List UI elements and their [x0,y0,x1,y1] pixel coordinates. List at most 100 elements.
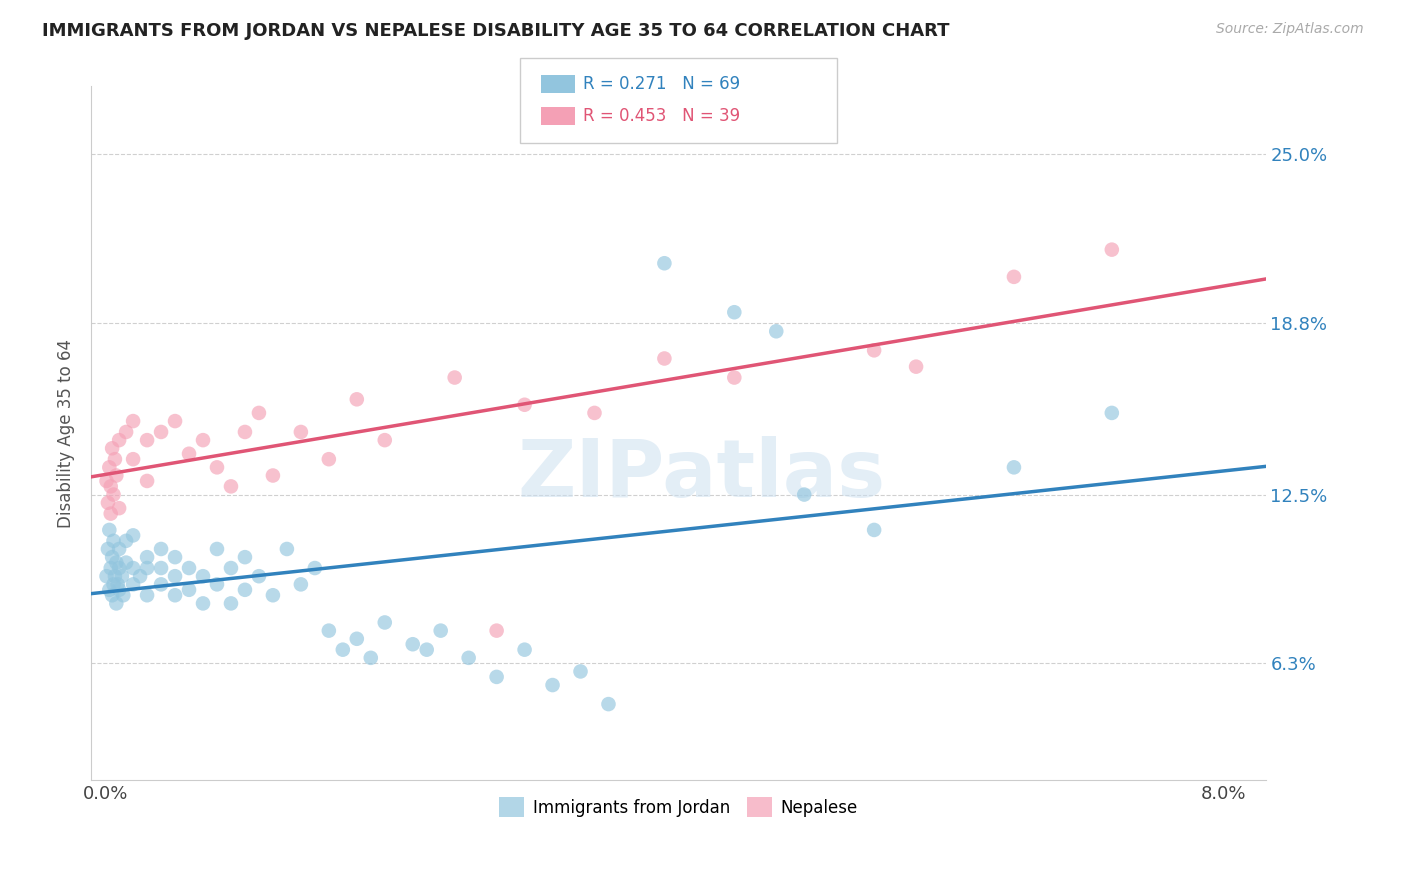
Point [101,442,124,456]
Point [233,582,256,597]
Point [100,479,122,493]
Point [108,561,131,575]
Point [429,624,451,638]
Text: R = 0.453   N = 39: R = 0.453 N = 39 [583,107,741,125]
Point [122,414,145,428]
Point [191,569,214,583]
Point [108,541,131,556]
Point [205,541,228,556]
Point [304,561,326,575]
Point [112,588,135,602]
Point [723,370,745,384]
Point [654,351,676,366]
Point [191,433,214,447]
Point [150,541,173,556]
Legend: Immigrants from Jordan, Nepalese: Immigrants from Jordan, Nepalese [492,790,863,824]
Point [318,452,340,467]
Point [105,468,128,483]
Point [103,577,125,591]
Point [122,561,145,575]
Point [100,507,122,521]
Point [374,615,396,630]
Point [100,561,122,575]
Point [219,561,242,575]
Point [346,392,368,407]
Point [443,370,465,384]
Point [96,569,118,583]
Point [402,637,425,651]
Point [863,343,886,358]
Point [205,577,228,591]
Point [103,487,125,501]
Point [177,447,200,461]
Point [1002,269,1025,284]
Point [163,569,186,583]
Point [177,561,200,575]
Point [346,632,368,646]
Point [485,670,508,684]
Point [163,550,186,565]
Point [150,577,173,591]
Text: IMMIGRANTS FROM JORDAN VS NEPALESE DISABILITY AGE 35 TO 64 CORRELATION CHART: IMMIGRANTS FROM JORDAN VS NEPALESE DISAB… [42,22,949,40]
Point [1101,406,1123,420]
Point [105,596,128,610]
Point [98,460,121,475]
Point [332,642,354,657]
Point [122,452,145,467]
Point [108,501,131,516]
Point [654,256,676,270]
Point [219,596,242,610]
Point [108,582,131,597]
Point [115,556,138,570]
Point [290,577,312,591]
Point [104,569,127,583]
Point [96,474,118,488]
Point [723,305,745,319]
Point [101,588,124,602]
Point [97,541,120,556]
Point [247,406,270,420]
Point [513,398,536,412]
Point [290,425,312,439]
Point [108,433,131,447]
Point [107,577,129,591]
Text: ZIPatlas: ZIPatlas [517,436,886,514]
Point [457,650,479,665]
Point [233,550,256,565]
Point [136,550,159,565]
Point [115,533,138,548]
Point [247,569,270,583]
Point [191,596,214,610]
Point [136,474,159,488]
Point [111,569,134,583]
Point [129,569,152,583]
Point [98,523,121,537]
Point [583,406,606,420]
Point [150,561,173,575]
Point [163,414,186,428]
Point [136,561,159,575]
Point [136,433,159,447]
Point [276,541,298,556]
Point [485,624,508,638]
Text: Source: ZipAtlas.com: Source: ZipAtlas.com [1216,22,1364,37]
Point [97,496,120,510]
Point [765,324,787,338]
Point [205,460,228,475]
Point [136,588,159,602]
Point [104,452,127,467]
Point [103,533,125,548]
Point [863,523,886,537]
Y-axis label: Disability Age 35 to 64: Disability Age 35 to 64 [58,339,75,528]
Point [101,550,124,565]
Point [262,588,284,602]
Point [905,359,928,374]
Point [122,577,145,591]
Point [415,642,437,657]
Point [163,588,186,602]
Point [219,479,242,493]
Point [262,468,284,483]
Point [177,582,200,597]
Point [793,487,815,501]
Point [569,665,592,679]
